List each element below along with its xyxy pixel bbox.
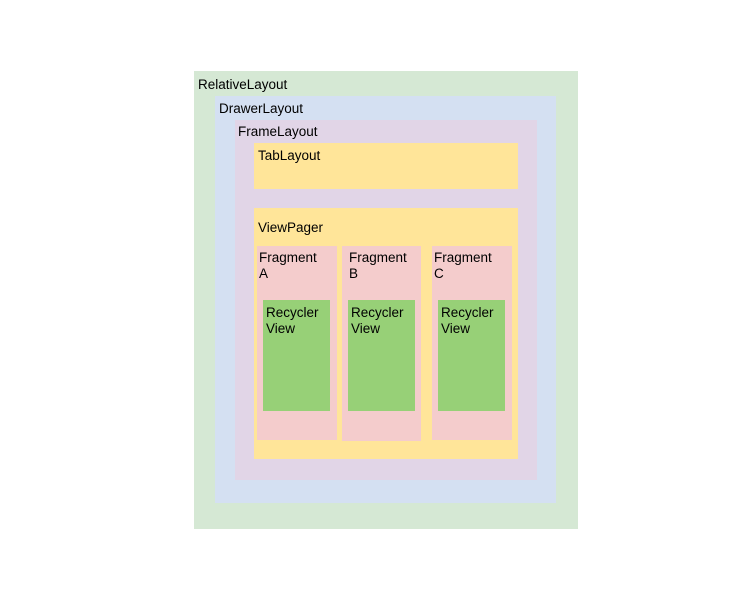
fragment-a-label: Fragment A — [259, 250, 317, 281]
recycler-view-a-box: Recycler View — [263, 300, 330, 411]
relative-layout-label: RelativeLayout — [198, 77, 288, 92]
view-pager-label: ViewPager — [258, 220, 324, 235]
fragment-b-label: Fragment B — [349, 250, 407, 281]
fragment-c-label: Fragment C — [434, 250, 492, 281]
recycler-view-b-label: Recycler View — [351, 305, 404, 336]
recycler-view-c-label: Recycler View — [441, 305, 494, 336]
tab-layout-box: TabLayout — [254, 143, 518, 189]
recycler-view-b-box: Recycler View — [348, 300, 415, 411]
frame-layout-label: FrameLayout — [238, 124, 318, 139]
recycler-view-a-label: Recycler View — [266, 305, 319, 336]
drawer-layout-label: DrawerLayout — [219, 101, 304, 116]
tab-layout-label: TabLayout — [258, 148, 321, 163]
recycler-view-c-box: Recycler View — [438, 300, 505, 411]
